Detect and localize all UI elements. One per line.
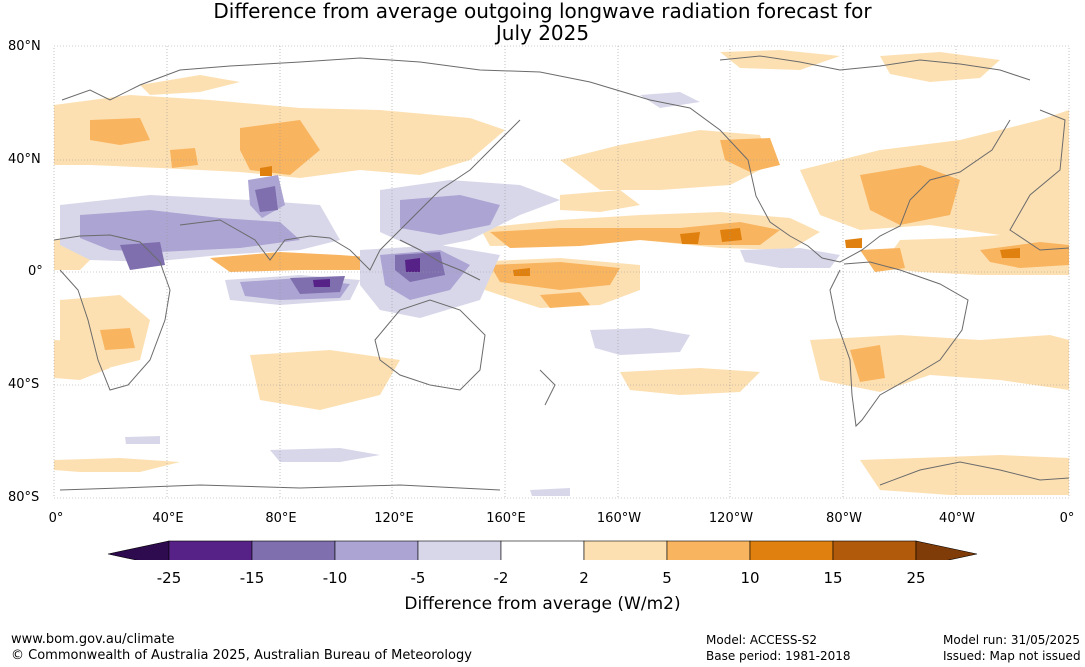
map-frame: [53, 45, 1070, 499]
colorbar-tick: -15: [239, 569, 265, 587]
lon-label-0-east: 0°: [1059, 511, 1075, 526]
colorbar-tick: -25: [156, 569, 182, 587]
lat-label-eq: 0°: [28, 264, 43, 279]
lon-label-40e: 40°E: [152, 511, 184, 526]
lon-label-0: 0°: [48, 511, 64, 526]
colorbar-label: Difference from average (W/m2): [404, 594, 681, 614]
anomaly-map: [53, 45, 1070, 560]
lat-label-40n: 40°N: [8, 152, 41, 167]
map-title: Difference from average outgoing longwav…: [0, 0, 1085, 44]
colorbar-segment: [500, 540, 585, 560]
lon-label-80w: 80°W: [826, 511, 862, 526]
copyright: © Commonwealth of Australia 2025, Austra…: [11, 648, 472, 663]
lon-label-120e: 120°E: [374, 511, 414, 526]
anomaly-fields: [54, 46, 1069, 498]
colorbar-segment: [334, 540, 419, 560]
colorbar-tick: 25: [906, 569, 926, 587]
lat-label-80n: 80°N: [8, 39, 41, 54]
lon-label-160w: 160°W: [596, 511, 642, 526]
model-name: Model: ACCESS-S2: [706, 633, 818, 647]
colorbar-segment: [666, 540, 751, 560]
colorbar-segment: [583, 540, 668, 560]
base-period: Base period: 1981-2018: [706, 649, 851, 663]
colorbar-extend-high: [915, 540, 978, 560]
model-run: Model run: 31/05/2025: [943, 633, 1081, 647]
lat-label-80s: 80°S: [8, 490, 40, 505]
lat-label-40s: 40°S: [8, 377, 40, 392]
title-line-2: July 2025: [495, 21, 590, 45]
issued-status: Issued: Map not issued: [943, 649, 1081, 663]
colorbar-tick: 2: [579, 569, 589, 587]
colorbar-segment: [168, 540, 253, 560]
colorbar-tick: 15: [823, 569, 843, 587]
colorbar-tick: -2: [493, 569, 509, 587]
lon-label-80e: 80°E: [265, 511, 297, 526]
colorbar-tick: 10: [740, 569, 760, 587]
colorbar-segment: [417, 540, 502, 560]
colorbar-segment: [749, 540, 834, 560]
website-link[interactable]: www.bom.gov.au/climate: [11, 632, 175, 647]
colorbar-segment: [251, 540, 336, 560]
lon-label-120w: 120°W: [708, 511, 754, 526]
colorbar-tick: -10: [322, 569, 348, 587]
colorbar: [107, 540, 978, 560]
colorbar-segment: [832, 540, 917, 560]
lon-label-40w: 40°W: [939, 511, 975, 526]
title-line-1: Difference from average outgoing longwav…: [213, 0, 872, 23]
colorbar-tick: 5: [662, 569, 672, 587]
colorbar-tick: -5: [410, 569, 426, 587]
lon-label-160e: 160°E: [486, 511, 526, 526]
colorbar-extend-low: [107, 540, 170, 560]
